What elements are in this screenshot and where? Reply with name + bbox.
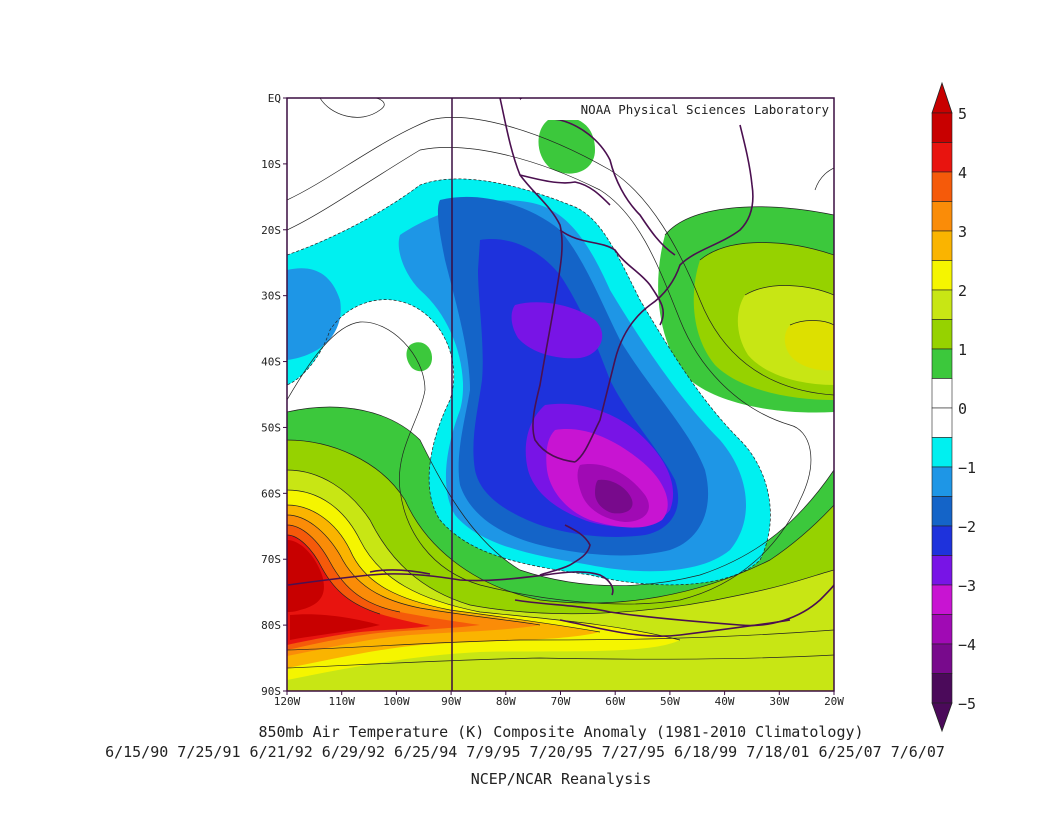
- cold-core-darkpurple: [595, 479, 633, 514]
- colorbar-swatch: [931, 437, 953, 468]
- colorbar-swatch: [931, 289, 953, 320]
- composite-dates: 6/15/90 7/25/91 6/21/92 6/29/92 6/25/94 …: [105, 743, 945, 761]
- colorbar-tick-label: 4: [958, 164, 967, 182]
- lon-tick-label: 60W: [605, 695, 625, 708]
- colorbar-swatch: [931, 171, 953, 202]
- lon-tick-label: 110W: [328, 695, 355, 708]
- colorbar-swatch: [931, 230, 953, 261]
- colorbar-tick-label: −4: [958, 636, 976, 654]
- colorbar-swatch: [931, 614, 953, 645]
- lat-tick-label: 60S: [261, 487, 281, 500]
- credit-background: [521, 99, 833, 120]
- small-cyan-blob: [406, 342, 432, 372]
- colorbar-tick-label: −5: [958, 695, 976, 713]
- lat-tick-label: 40S: [261, 356, 281, 369]
- colorbar-swatch: [931, 673, 953, 704]
- lon-tick-label: 100W: [383, 695, 410, 708]
- lon-tick-label: 40W: [715, 695, 735, 708]
- colorbar-swatch: [931, 643, 953, 674]
- colorbar-tick-label: 2: [958, 282, 967, 300]
- colorbar: 5 4 3 2 1 0 −1 −2 −3 −4 −5: [931, 81, 976, 733]
- lon-tick-label: 70W: [551, 695, 571, 708]
- colorbar-tick-label: −2: [958, 518, 976, 536]
- colorbar-tick-label: −3: [958, 577, 976, 595]
- colorbar-swatch: [931, 348, 953, 379]
- colorbar-swatch: [931, 142, 953, 173]
- colorbar-swatch: [931, 378, 953, 409]
- colorbar-tick-label: 0: [958, 400, 967, 418]
- colorbar-tick-label: 1: [958, 341, 967, 359]
- colorbar-swatch: [931, 407, 953, 438]
- colorbar-swatch: [931, 112, 953, 143]
- warm-core-red: [287, 540, 380, 640]
- east-warm-yellow: [784, 320, 834, 371]
- colorbar-swatch: [931, 319, 953, 350]
- lon-tick-label: 120W: [274, 695, 301, 708]
- longitude-axis: 120W 110W 100W 90W 80W 70W 60W 50W 40W 30W 20W: [274, 691, 844, 708]
- colorbar-tick-label: −1: [958, 459, 976, 477]
- figure-title: 850mb Air Temperature (K) Composite Anom…: [258, 723, 863, 741]
- colorbar-swatch: [931, 555, 953, 586]
- credit-label: NOAA Physical Sciences Laboratory: [581, 102, 830, 117]
- lon-tick-label: 50W: [660, 695, 680, 708]
- lat-tick-label: 10S: [261, 158, 281, 171]
- colorbar-max-arrow: [931, 81, 953, 114]
- anomaly-field: [287, 98, 834, 691]
- lat-tick-label: 70S: [261, 553, 281, 566]
- lon-tick-label: 90W: [441, 695, 461, 708]
- north-warm-patch: [538, 117, 595, 174]
- colorbar-swatch: [931, 525, 953, 556]
- lat-tick-label: 20S: [261, 224, 281, 237]
- lon-tick-label: 30W: [769, 695, 789, 708]
- colorbar-swatch: [931, 466, 953, 497]
- latitude-axis: EQ 10S 20S 30S 40S 50S 60S 70S 80S 90S: [261, 92, 287, 698]
- colorbar-min-arrow: [931, 702, 953, 733]
- data-source: NCEP/NCAR Reanalysis: [471, 770, 652, 788]
- lon-tick-label: 80W: [496, 695, 516, 708]
- lat-tick-label: 50S: [261, 421, 281, 434]
- colorbar-swatch: [931, 260, 953, 291]
- lat-tick-label: EQ: [268, 92, 281, 105]
- colorbar-tick-label: 3: [958, 223, 967, 241]
- lat-tick-label: 80S: [261, 619, 281, 632]
- colorbar-swatch: [931, 201, 953, 232]
- lon-tick-label: 20W: [824, 695, 844, 708]
- colorbar-swatch: [931, 496, 953, 527]
- lat-tick-label: 30S: [261, 290, 281, 303]
- colorbar-swatch: [931, 584, 953, 615]
- colorbar-tick-label: 5: [958, 105, 967, 123]
- lat-tick-label: 90S: [261, 685, 281, 698]
